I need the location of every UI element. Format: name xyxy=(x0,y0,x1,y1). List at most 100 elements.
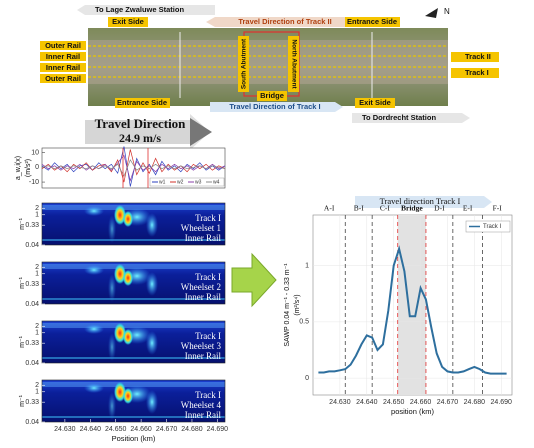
direction-label: Travel Direction of Track II xyxy=(238,17,331,26)
rail-label: Outer Rail xyxy=(45,74,81,83)
panel-label: Wheelset 4 xyxy=(181,400,222,410)
signal-line xyxy=(41,154,226,182)
y-tick-label: 10 xyxy=(31,149,39,156)
side-label: Entrance Side xyxy=(347,17,397,26)
track-label: Track II xyxy=(465,52,491,61)
panel-label: Inner Rail xyxy=(185,410,222,420)
zone-label: Bridge xyxy=(401,204,423,213)
side-label: Entrance Side xyxy=(117,98,167,107)
x-tick-label: 24.640 xyxy=(80,426,102,433)
travel-direction: Travel Direction xyxy=(95,116,187,131)
y-axis-label: SAWP 0.04 m⁻¹ - 0.33 m⁻¹ xyxy=(284,263,291,347)
y-tick-label: 2 xyxy=(35,323,39,330)
x-tick-label: 24.630 xyxy=(329,399,351,406)
label-box xyxy=(355,98,395,108)
y-tick-label: 0 xyxy=(305,375,309,382)
arrow-shape xyxy=(352,113,470,123)
legend-label: w1 xyxy=(159,179,166,185)
x-tick-label: 24.690 xyxy=(491,399,513,406)
y-tick-label: 0.33 xyxy=(25,281,39,288)
station-label: To Dordrecht Station xyxy=(362,113,436,122)
y-tick-label: 1 xyxy=(35,389,39,396)
panel-label: Wheelset 1 xyxy=(181,223,221,233)
y-tick-label: 0.04 xyxy=(25,242,39,249)
chart-title: Travel direction Track I xyxy=(380,196,461,206)
rail-label: Inner Rail xyxy=(46,63,80,72)
travel-arrow xyxy=(85,120,190,144)
panel-label: Track I xyxy=(195,331,221,341)
panel-label: Track I xyxy=(195,272,221,282)
compass-label: N xyxy=(444,7,450,16)
x-axis-label: Position (km) xyxy=(112,434,156,443)
label-box xyxy=(345,17,400,27)
y-tick-label: 0.33 xyxy=(25,340,39,347)
x-tick-label: 24.680 xyxy=(464,399,486,406)
y-axis-unit: (m²/s⁴) xyxy=(294,294,301,315)
charts: 100-10 w1 w2 w3 w4a_w,i(x) (m/s²)210.330.04Tr… xyxy=(15,146,513,443)
compass-icon xyxy=(425,8,438,18)
y-tick-label: -10 xyxy=(29,179,39,186)
y-tick-label: 0.5 xyxy=(299,319,309,326)
y-tick-label: 0.33 xyxy=(25,222,39,229)
aerial-diagram: To Lage Zwaluwe Station N Exit Side Trav… xyxy=(40,5,499,150)
y-axis-label: a_w,i(x) xyxy=(15,156,22,180)
panel-label: Wheelset 3 xyxy=(181,341,222,351)
panel-label: Track I xyxy=(195,213,221,223)
panel-label: Inner Rail xyxy=(185,292,222,302)
bridge-shade xyxy=(397,215,426,395)
direction-label: Travel Direction of Track I xyxy=(229,102,320,111)
y-tick-label: 2 xyxy=(35,205,39,212)
x-axis-label: position (km) xyxy=(391,407,434,416)
legend xyxy=(149,177,225,187)
arrow-shape xyxy=(210,102,343,112)
rail-label: Inner Rail xyxy=(46,52,80,61)
panel-label: Inner Rail xyxy=(185,233,222,243)
label-box xyxy=(451,68,499,78)
y-axis-label: m⁻¹ xyxy=(19,394,26,407)
signal-line xyxy=(41,159,226,177)
y-axis-label: m⁻¹ xyxy=(19,335,26,348)
arrow-shape xyxy=(77,5,215,15)
travel-speed: 24.9 m/s xyxy=(119,131,161,145)
poles xyxy=(179,32,373,98)
zone-label: B-I xyxy=(354,204,365,213)
plot-frame xyxy=(41,379,226,423)
station-label: To Lage Zwaluwe Station xyxy=(95,5,184,14)
x-tick-label: 24.680 xyxy=(181,426,203,433)
plot-frame xyxy=(41,261,226,305)
zone-label: D-I xyxy=(434,204,445,213)
abutment-label: North Abutment xyxy=(290,39,297,89)
x-tick-label: 24.650 xyxy=(383,399,405,406)
label-box xyxy=(115,98,170,108)
track-label: Track I xyxy=(465,68,489,77)
y-tick-label: 0.04 xyxy=(25,360,39,367)
label-box xyxy=(257,91,287,101)
label-box xyxy=(451,52,499,62)
y-tick-label: 0 xyxy=(35,164,39,171)
plot-frame xyxy=(41,202,226,246)
y-tick-label: 2 xyxy=(35,382,39,389)
y-tick-label: 1 xyxy=(35,271,39,278)
track-bed xyxy=(88,62,448,84)
side-label: Exit Side xyxy=(359,98,391,107)
x-tick-label: 24.670 xyxy=(156,426,178,433)
legend xyxy=(465,220,511,233)
y-tick-label: 1 xyxy=(305,262,309,269)
y-tick-label: 2 xyxy=(35,264,39,271)
label-box xyxy=(238,36,249,92)
abutment-label: South Abutment xyxy=(241,38,248,89)
rail-label: Outer Rail xyxy=(45,41,81,50)
signal-line xyxy=(41,146,226,187)
legend-label: w3 xyxy=(195,179,202,185)
panel-label: Wheelset 2 xyxy=(181,282,221,292)
legend-label: Track I xyxy=(483,224,501,230)
x-tick-label: 24.690 xyxy=(207,426,229,433)
y-tick-label: 1 xyxy=(35,212,39,219)
arrow-shape xyxy=(206,17,355,27)
data-line xyxy=(318,245,507,375)
title-arrow xyxy=(355,196,492,208)
zone-label: A-I xyxy=(324,204,335,213)
zone-label: E-I xyxy=(463,204,473,213)
x-tick-label: 24.660 xyxy=(130,426,152,433)
